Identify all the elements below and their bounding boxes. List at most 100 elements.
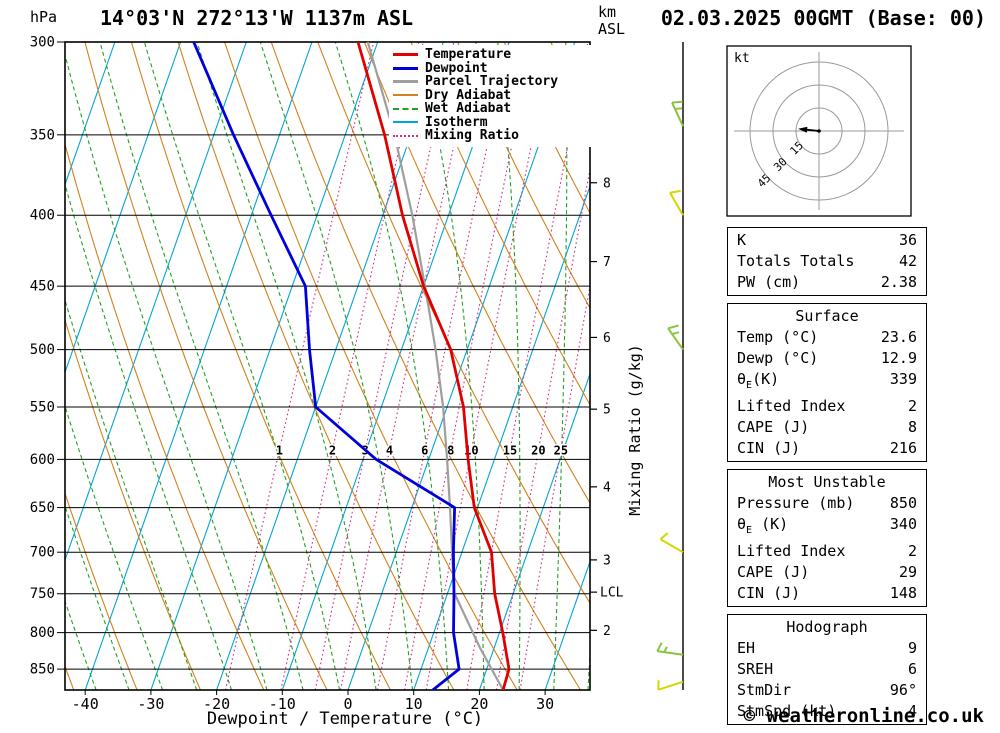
mixing-ratio-lines — [224, 42, 590, 690]
pressure-axis-unit: hPa — [30, 8, 58, 26]
pressure-tick-label: 350 — [30, 127, 55, 143]
row-label: StmDir — [737, 681, 792, 699]
row-value: 216 — [889, 439, 917, 457]
table-row: SREH 6 — [728, 659, 926, 680]
row-value: 96° — [889, 681, 917, 699]
pressure-tick-label: 450 — [30, 279, 55, 295]
wind-barb — [669, 189, 684, 216]
wind-barb — [671, 100, 684, 127]
table-row: Pressure (mb) 850 — [728, 493, 926, 514]
height-axis-unit-km: km — [598, 3, 617, 21]
copyright: © weatheronline.co.uk — [743, 705, 984, 727]
km-tick-label: 5 — [603, 403, 611, 418]
mixing-ratio-labels: 1 2 3 4 6 8 10 15 20 25 — [274, 442, 569, 459]
table-row: StmSpd (kt) 4 — [728, 701, 926, 722]
pressure-tick-label: 300 — [30, 35, 55, 51]
plot-border — [64, 41, 591, 691]
row-label: Lifted Index — [737, 542, 846, 560]
wind-barb — [657, 680, 684, 691]
pressure-tick-label: 400 — [30, 208, 55, 224]
pressure-tick-label: 800 — [30, 625, 55, 641]
temp-tick-label: 0 — [343, 695, 352, 713]
stats-table-hodograph-stats: Hodograph EH 9 SREH 6 StmDir 96° StmSpd (kt) 4 — [727, 614, 927, 725]
row-value: 850 — [889, 494, 917, 512]
legend-line-sample — [393, 107, 418, 110]
row-label: K — [737, 231, 747, 249]
stats-tables: K 36 Totals Totals 42 PW (cm) 2.38 Surface Temp… — [727, 227, 927, 732]
row-label: Dewp (°C) — [737, 349, 819, 367]
row-value: 148 — [889, 584, 917, 602]
table-row: Totals Totals 42 — [728, 251, 926, 272]
km-tick-label: 3 — [603, 553, 611, 568]
legend-item-isotherm: Isotherm — [393, 114, 591, 130]
legend-line-sample — [393, 121, 418, 124]
legend-label: Parcel Trajectory — [425, 74, 559, 90]
row-label: EH — [737, 639, 756, 657]
lcl-label: LCL — [600, 586, 624, 601]
stats-table-surface: Surface Temp (°C) 23.6 Dewp (°C) 12.9 θE(K) 33… — [727, 303, 927, 462]
hodograph-ring — [772, 84, 866, 178]
legend-label: Wet Adiabat — [425, 101, 512, 117]
row-label: CAPE (J) — [737, 563, 810, 581]
legend-label: Dry Adiabat — [425, 87, 512, 103]
wind-barb — [656, 642, 684, 656]
storm-motion-arrowhead — [798, 126, 808, 133]
row-label: θE (K) — [737, 515, 789, 536]
mixing-ratio-label: 4 — [386, 443, 393, 457]
table-row: θE (K) 340 — [728, 514, 926, 541]
row-value: 340 — [889, 515, 917, 533]
wind-barb-column — [656, 42, 684, 691]
legend-item-parcel-trajectory: Parcel Trajectory — [393, 74, 591, 90]
mixing-ratio-label: 6 — [421, 443, 428, 457]
table-row: CAPE (J) 29 — [728, 562, 926, 583]
temp-tick-label: 30 — [536, 695, 554, 713]
dewpoint-curve — [192, 42, 461, 690]
table-header: Most Unstable — [768, 473, 886, 491]
legend-line-sample — [393, 94, 418, 97]
temp-tick-label: 10 — [405, 695, 423, 713]
legend-line-sample — [393, 80, 418, 84]
table-row: CIN (J) 216 — [728, 438, 926, 459]
legend-line-sample — [393, 53, 418, 57]
x-axis-title: Dewpoint / Temperature (°C) — [207, 709, 483, 729]
table-row: CAPE (J) 8 — [728, 417, 926, 438]
km-tick-label: 4 — [603, 480, 611, 495]
mixing-ratio-label: 8 — [447, 443, 454, 457]
pressure-tick-label: 850 — [30, 662, 55, 678]
row-label: Lifted Index — [737, 397, 846, 415]
row-label: StmSpd (kt) — [737, 702, 837, 720]
row-label: θE(K) — [737, 370, 780, 391]
row-value: 36 — [898, 231, 917, 249]
legend-label: Mixing Ratio — [425, 128, 519, 144]
row-value: 12.9 — [880, 349, 917, 367]
temp-tick-label: -20 — [203, 695, 230, 713]
table-row: K 36 — [728, 230, 926, 251]
wind-barb — [667, 324, 684, 351]
temperature-curve — [356, 42, 511, 690]
row-label: CIN (J) — [737, 439, 801, 457]
temp-tick-label: -10 — [269, 695, 296, 713]
wind-barb — [659, 532, 684, 554]
legend-item-dewpoint: Dewpoint — [393, 61, 591, 76]
stats-table-most-unstable: Most Unstable Pressure (mb) 850 θE (K) 340 Li… — [727, 469, 927, 607]
row-label: SREH — [737, 660, 774, 678]
table-row: Temp (°C) 23.6 — [728, 327, 926, 348]
row-label: Pressure (mb) — [737, 494, 855, 512]
km-tick-label: 2 — [603, 624, 611, 639]
hodograph-unit-label: kt — [734, 51, 750, 66]
row-value: 42 — [898, 252, 917, 270]
legend-label: Isotherm — [425, 114, 488, 130]
table-row: StmDir 96° — [728, 680, 926, 701]
table-row: θE(K) 339 — [728, 369, 926, 396]
table-row: Lifted Index 2 — [728, 396, 926, 417]
row-value: 8 — [907, 418, 917, 436]
legend-item-wet-adiabat: Wet Adiabat — [393, 101, 591, 117]
km-tick-label: 6 — [603, 331, 611, 346]
row-label: CIN (J) — [737, 584, 801, 602]
legend-line-sample — [393, 66, 418, 70]
row-value: 2 — [907, 542, 917, 560]
mixing-ratio-label: 2 — [329, 443, 336, 457]
temp-tick-label: -30 — [137, 695, 164, 713]
row-label: Totals Totals — [737, 252, 855, 270]
